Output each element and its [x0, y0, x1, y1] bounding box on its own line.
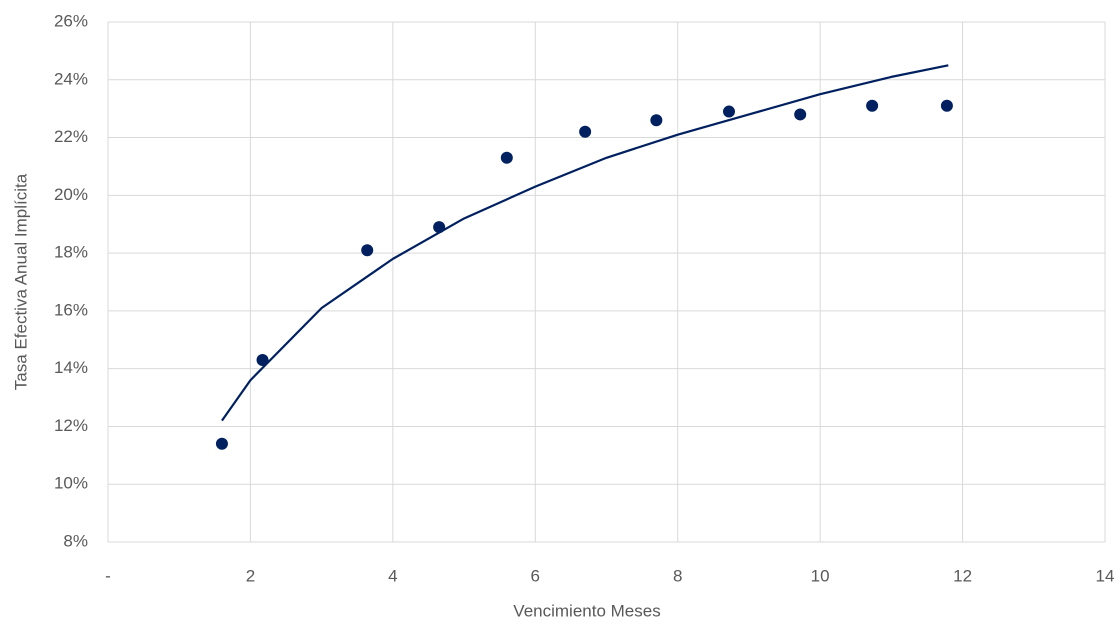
x-tick-label: 10 — [811, 566, 830, 585]
x-tick-label: 8 — [673, 566, 682, 585]
y-axis-title: Tasa Efectiva Anual Implícita — [11, 173, 30, 390]
y-tick-label: 24% — [54, 69, 88, 88]
data-point — [722, 105, 735, 118]
data-point — [215, 437, 228, 450]
x-tick-label: - — [105, 566, 111, 585]
data-point — [940, 99, 953, 112]
y-tick-label: 22% — [54, 127, 88, 146]
data-point — [579, 125, 592, 138]
y-tick-label: 12% — [54, 416, 88, 435]
y-tick-label: 20% — [54, 185, 88, 204]
y-tick-label: 18% — [54, 243, 88, 262]
data-point — [500, 151, 513, 164]
data-point — [361, 244, 374, 257]
y-tick-label: 26% — [54, 11, 88, 30]
x-axis-title: Vencimiento Meses — [513, 601, 660, 620]
data-point — [866, 99, 879, 112]
x-tick-label: 12 — [953, 566, 972, 585]
x-tick-label: 4 — [388, 566, 397, 585]
y-tick-label: 8% — [63, 531, 88, 550]
y-tick-label: 16% — [54, 300, 88, 319]
data-point — [256, 354, 269, 366]
y-tick-label: 10% — [54, 474, 88, 493]
data-point — [794, 108, 807, 121]
y-tick-label: 14% — [54, 358, 88, 377]
x-tick-label: 6 — [531, 566, 540, 585]
x-tick-label: 14 — [1096, 566, 1115, 585]
data-point — [650, 114, 663, 127]
x-tick-label: 2 — [246, 566, 255, 585]
trendline — [221, 64, 949, 422]
